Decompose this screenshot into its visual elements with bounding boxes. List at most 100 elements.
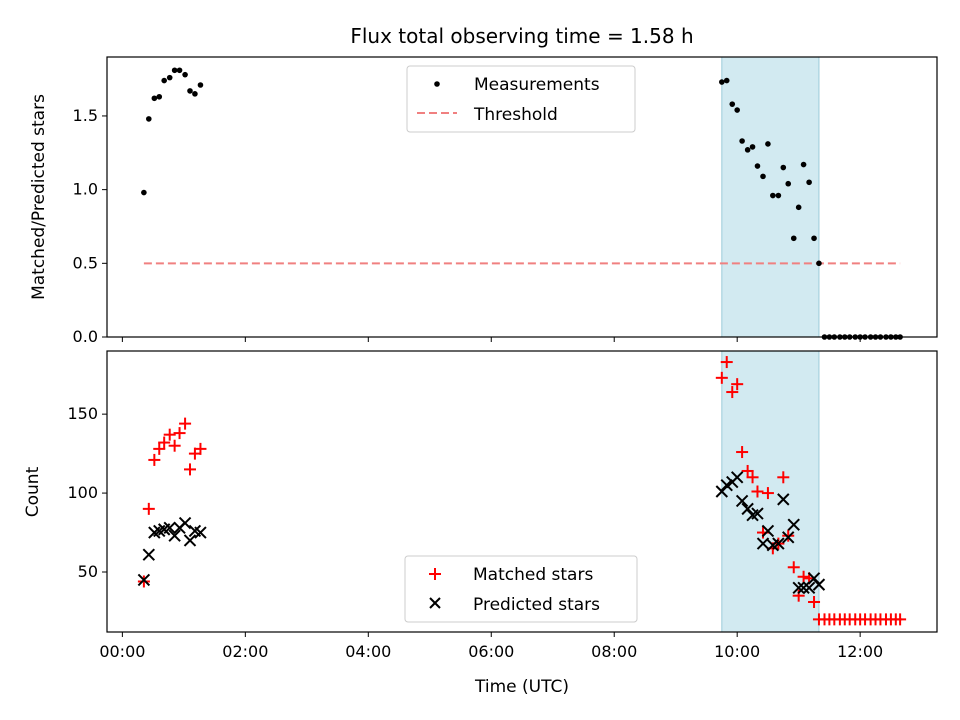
measurement-point	[141, 189, 147, 196]
measurement-point	[760, 173, 766, 180]
predicted-x-b	[797, 581, 810, 595]
bottom-panel: 50 100 150 00:00 02:00 04:00 06:00 08:00 10:00 1…	[23, 350, 938, 697]
top-legend-box	[406, 65, 636, 133]
predicted-x-b	[741, 502, 754, 516]
predicted-x-b	[183, 534, 197, 547]
matched-star-point	[184, 463, 196, 476]
predicted-star-point	[751, 507, 764, 520]
predicted-star-point	[168, 529, 181, 542]
bottom-y-ticks: 50 100 150	[67, 404, 107, 581]
matched-star-point	[787, 561, 800, 574]
top-x-ticks	[121, 337, 861, 342]
predicted-star-point	[194, 526, 207, 539]
measurement-point	[780, 164, 787, 171]
x-tick-label: 08:00	[591, 642, 637, 661]
measurement-point	[166, 74, 173, 81]
matched-stars-points	[137, 356, 907, 626]
matched-star-point	[741, 464, 754, 477]
predicted-star-point	[772, 537, 785, 550]
predicted-x-b	[735, 494, 749, 508]
matched-star-point	[158, 436, 171, 449]
matched-star-point	[148, 453, 161, 466]
legend-measurements-label: Measurements	[474, 75, 600, 95]
measurement-point	[790, 235, 797, 242]
measurement-point	[744, 147, 751, 153]
measurement-point	[171, 67, 178, 74]
measurement-point	[176, 67, 183, 74]
legend-threshold-label: Threshold	[473, 105, 558, 125]
legend-measurements-marker	[434, 81, 440, 87]
matched-star-point	[173, 427, 186, 440]
x-tick-label: 12:00	[837, 642, 883, 661]
y-tick-label: 100	[67, 483, 98, 502]
predicted-star-point	[756, 537, 770, 550]
predicted-star-point	[142, 548, 156, 561]
matched-star-point	[163, 428, 176, 441]
top-axes-frame	[106, 56, 938, 338]
predicted-x-b	[178, 516, 192, 530]
predicted-star-point	[178, 516, 192, 530]
top-y-ticks: 0.0 0.5 1.0 1.5	[73, 106, 107, 346]
y-tick-label: 1.0	[73, 180, 98, 199]
measurement-point	[156, 93, 163, 100]
top-legend: Measurements Threshold	[406, 65, 636, 133]
predicted-x-b	[792, 581, 805, 595]
legend-predicted-label: Predicted stars	[473, 595, 600, 615]
measurement-point	[785, 180, 792, 187]
bottom-highlight-span	[721, 350, 820, 633]
legend-matched-marker	[429, 568, 441, 580]
measurement-point	[182, 71, 188, 78]
predicted-x-b	[807, 572, 821, 585]
bottom-axes-frame	[106, 350, 938, 633]
measurement-point	[734, 107, 740, 113]
predicted-star-point	[792, 581, 805, 595]
bottom-legend: Matched stars Predicted stars	[404, 555, 638, 623]
predicted-x-b	[168, 529, 181, 542]
matched-star-point	[194, 442, 207, 455]
measurement-point	[729, 101, 736, 107]
predicted-x-b	[802, 581, 816, 595]
measurement-point	[146, 116, 152, 122]
matched-star-point	[137, 575, 150, 588]
x-tick-label: 10:00	[714, 642, 760, 661]
matched-star-point	[761, 487, 774, 500]
predicted-star-point	[802, 581, 816, 595]
y-tick-label: 0.0	[73, 327, 98, 346]
measurement-point	[754, 163, 761, 169]
predicted-x-b	[142, 548, 156, 561]
measurement-point	[151, 95, 158, 102]
measurement-point	[187, 88, 193, 94]
bottom-y-axis-label: Count	[23, 466, 43, 517]
measurement-point	[749, 144, 756, 150]
predicted-x-b	[163, 521, 176, 535]
predicted-star-point	[183, 534, 197, 547]
predicted-x-b	[194, 526, 207, 539]
predicted-x-b	[188, 524, 202, 538]
bottom-legend-box	[404, 555, 638, 623]
predicted-star-point	[163, 521, 176, 535]
measurement-point	[795, 204, 802, 211]
predicted-stars-points	[137, 471, 826, 595]
matched-star-point	[751, 485, 764, 498]
measurement-point	[811, 235, 817, 242]
predicted-x-b	[782, 531, 795, 544]
matched-star-point	[179, 417, 192, 430]
legend-predicted-marker	[429, 597, 441, 609]
measurement-point	[765, 141, 771, 147]
predicted-x-b	[751, 507, 764, 520]
chart-title: Flux total observing time = 1.58 h	[350, 24, 693, 48]
matched-star-point	[894, 613, 907, 626]
y-tick-label: 50	[78, 562, 98, 581]
predicted-star-point	[787, 518, 800, 531]
predicted-star-point	[761, 524, 775, 538]
predicted-star-point	[777, 493, 790, 506]
x-tick-label: 06:00	[468, 642, 514, 661]
matched-star-point	[720, 356, 733, 369]
measurement-point	[719, 79, 725, 85]
x-tick-label: 00:00	[99, 642, 145, 661]
matched-star-point	[153, 442, 166, 455]
matched-star-point	[808, 596, 821, 609]
matched-star-point	[726, 386, 739, 399]
predicted-x-b	[756, 537, 770, 550]
predicted-star-point	[782, 531, 795, 544]
